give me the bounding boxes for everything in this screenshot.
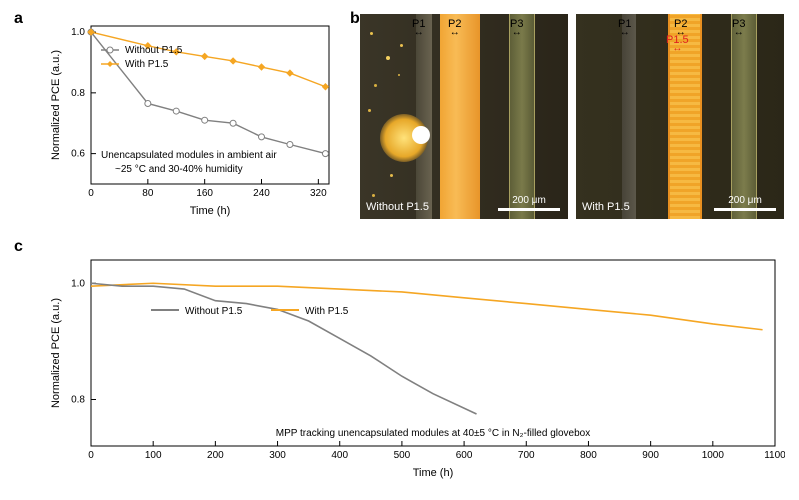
- svg-text:1.0: 1.0: [71, 27, 85, 38]
- scale-bar-line: [498, 208, 560, 211]
- svg-text:80: 80: [142, 188, 154, 199]
- svg-text:0.8: 0.8: [71, 395, 85, 406]
- svg-text:240: 240: [253, 188, 270, 199]
- p-label-left-p3: P3 ↔: [510, 18, 523, 36]
- svg-text:1.0: 1.0: [71, 278, 85, 289]
- svg-text:900: 900: [642, 450, 659, 461]
- panel-c-chart: 0 100 200 300 400 500 600 700 800 900 1000 1100 0.8 1…: [45, 252, 785, 482]
- panel-a-svg: 0 80 160 240 320 0.6 0.8 1.0 Time (h) Normalized …: [45, 18, 337, 218]
- noise-dot: [370, 32, 373, 35]
- arrow-icon: ↔: [448, 30, 461, 36]
- scale-bar-left: 200 μm: [498, 195, 560, 211]
- svg-text:320: 320: [310, 188, 327, 199]
- micrograph-right: P1 ↔ P2 ↔ P3 ↔ P1.5 ↔ With P1.5 200 μm: [576, 14, 784, 219]
- panel-a-chart: 0 80 160 240 320 0.6 0.8 1.0 Time (h) Normalized …: [45, 18, 337, 218]
- scale-text-right: 200 μm: [714, 195, 776, 206]
- figure-root: a b c 0 80 160 240 320 0.6 0.8 1.0 Time (h) Norma…: [0, 0, 799, 500]
- noise-dot: [386, 56, 390, 60]
- svg-text:~25 °C and 30-40% humidity: ~25 °C and 30-40% humidity: [115, 164, 243, 175]
- noise-dot: [372, 194, 375, 197]
- scale-bar-right: 200 μm: [714, 195, 776, 211]
- scale-bar-line: [714, 208, 776, 211]
- svg-text:600: 600: [456, 450, 473, 461]
- noise-dot: [368, 109, 371, 112]
- micrograph-left: P1 ↔ P2 ↔ P3 ↔ Without P1.5 200 μm: [360, 14, 568, 219]
- svg-text:500: 500: [394, 450, 411, 461]
- arrow-icon: ↔: [732, 30, 745, 36]
- svg-text:0: 0: [88, 450, 94, 461]
- svg-text:300: 300: [269, 450, 286, 461]
- svg-text:400: 400: [331, 450, 348, 461]
- noise-dot: [374, 84, 377, 87]
- noise-dot: [390, 174, 393, 177]
- stripe-p3-right: [732, 14, 756, 219]
- svg-text:With P1.5: With P1.5: [305, 306, 349, 317]
- svg-text:Normalized PCE (a.u.): Normalized PCE (a.u.): [50, 298, 62, 408]
- noise-dot: [400, 44, 403, 47]
- svg-text:Without P1.5: Without P1.5: [185, 306, 243, 317]
- svg-text:Time (h): Time (h): [190, 205, 231, 217]
- micrograph-left-caption: Without P1.5: [366, 201, 429, 213]
- arrow-icon: ↔: [618, 30, 631, 36]
- panel-label-a: a: [14, 10, 23, 28]
- panel-b-images: P1 ↔ P2 ↔ P3 ↔ Without P1.5 200 μm: [360, 14, 785, 224]
- stripe-p3-left: [510, 14, 534, 219]
- svg-text:Time (h): Time (h): [413, 467, 454, 479]
- svg-text:800: 800: [580, 450, 597, 461]
- svg-text:1000: 1000: [702, 450, 725, 461]
- micrograph-right-caption: With P1.5: [582, 201, 630, 213]
- p-label-right-p3: P3 ↔: [732, 18, 745, 36]
- arrow-icon: ↔: [510, 30, 523, 36]
- defect-bright: [412, 126, 430, 144]
- p-label-right-p1: P1 ↔: [618, 18, 631, 36]
- svg-text:200: 200: [207, 450, 224, 461]
- stripe-p1-right: [622, 14, 636, 219]
- svg-text:MPP tracking unencapsulated mo: MPP tracking unencapsulated modules at 4…: [276, 428, 590, 439]
- panel-label-c: c: [14, 238, 23, 256]
- p15-label: P1.5 ↔: [666, 34, 689, 52]
- svg-text:0.8: 0.8: [71, 88, 85, 99]
- svg-text:0.6: 0.6: [71, 149, 85, 160]
- svg-text:100: 100: [145, 450, 162, 461]
- scale-text-left: 200 μm: [498, 195, 560, 206]
- p-label-left-p2: P2 ↔: [448, 18, 461, 36]
- svg-text:160: 160: [196, 188, 213, 199]
- stripe-p1-left: [416, 14, 432, 219]
- noise-dot: [398, 74, 400, 76]
- svg-text:0: 0: [88, 188, 94, 199]
- panel-c-svg: 0 100 200 300 400 500 600 700 800 900 1000 1100 0.8 1…: [45, 252, 785, 482]
- svg-text:Normalized PCE (a.u.): Normalized PCE (a.u.): [50, 50, 62, 160]
- panel-label-b: b: [350, 10, 360, 28]
- p-label-left-p1: P1 ↔: [412, 18, 425, 36]
- arrow-icon: ↔: [412, 30, 425, 36]
- svg-text:Without P1.5: Without P1.5: [125, 45, 183, 56]
- arrow-icon: ↔: [666, 46, 689, 52]
- svg-text:With P1.5: With P1.5: [125, 59, 169, 70]
- svg-text:Unencapsulated modules in ambi: Unencapsulated modules in ambient air: [101, 150, 277, 161]
- svg-text:1100: 1100: [764, 450, 785, 461]
- stripe-p2-left: [440, 14, 480, 219]
- svg-text:700: 700: [518, 450, 535, 461]
